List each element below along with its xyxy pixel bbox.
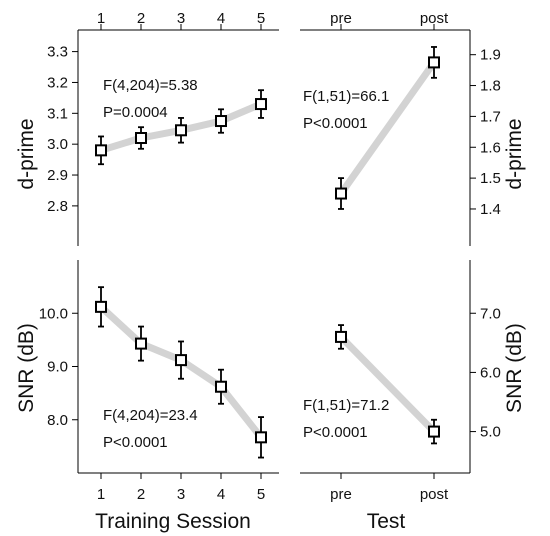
snr-test-x-axis-title: Test — [367, 510, 406, 533]
dprime-session-data-point — [255, 98, 267, 111]
dprime-test-y-tick-label: 1.4 — [480, 201, 501, 218]
dprime-session-x-tick-label: 3 — [177, 10, 185, 27]
snr-session-x-tick-label: 4 — [217, 486, 225, 503]
snr-test-data-point — [335, 330, 347, 343]
dprime-test-data-point — [335, 187, 347, 200]
snr-session-y-tick-label: 9.0 — [47, 359, 68, 376]
snr-session-y-axis-title: SNR (dB) — [15, 323, 38, 413]
snr-test-y-tick-label: 7.0 — [480, 305, 501, 322]
snr-test-y-tick-label: 6.0 — [480, 364, 501, 381]
snr-session-y-tick-label: 10.0 — [39, 305, 68, 322]
snr-session-stat-line-1: F(4,204)=23.4 — [103, 407, 198, 424]
dprime-test-stat-line-1: F(1,51)=66.1 — [303, 88, 389, 105]
snr-test-y-axis-title: SNR (dB) — [503, 323, 526, 413]
snr-session-x-tick-label: 3 — [177, 486, 185, 503]
dprime-session-stat-line-1: F(4,204)=5.38 — [103, 77, 198, 94]
snr-session-data-point — [135, 337, 147, 350]
dprime-session-x-tick-label: 5 — [257, 10, 265, 27]
snr-test-x-tick-label: post — [420, 486, 449, 503]
dprime-test-y-tick-label: 1.5 — [480, 170, 501, 187]
dprime-session-y-tick-label: 3.0 — [47, 136, 68, 153]
dprime-test-stat-line-2: P<0.0001 — [303, 115, 368, 132]
snr-session-data-point — [175, 354, 187, 367]
dprime-test-y-tick-label: 1.7 — [480, 108, 501, 125]
dprime-test-x-tick-label: pre — [330, 10, 352, 27]
snr-session-stat-line-2: P<0.0001 — [103, 434, 168, 451]
snr-session-x-axis-title: Training Session — [95, 510, 251, 533]
snr-session-y-tick-label: 8.0 — [47, 412, 68, 429]
snr-test-x-tick-label: pre — [330, 486, 352, 503]
dprime-session-data-point — [175, 124, 187, 137]
dprime-test-data-point — [428, 56, 440, 69]
dprime-session-y-tick-label: 3.1 — [47, 105, 68, 122]
dprime-session-y-tick-label: 3.2 — [47, 74, 68, 91]
snr-test-stat-line-1: F(1,51)=71.2 — [303, 397, 389, 414]
snr-session-x-tick-label: 1 — [97, 486, 105, 503]
dprime-test-x-tick-label: post — [420, 10, 449, 27]
snr-session-data-point — [95, 300, 107, 313]
dprime-test-y-tick-label: 1.6 — [480, 139, 501, 156]
dprime-test-y-axis-title: d-prime — [503, 118, 526, 189]
snr-session-x-tick-label: 5 — [257, 486, 265, 503]
dprime-session-y-tick-label: 2.9 — [47, 167, 68, 184]
snr-test-trend-line — [337, 333, 438, 436]
snr-session-data-point — [255, 431, 267, 444]
snr-session-data-point — [215, 380, 227, 393]
dprime-session-x-tick-label: 2 — [137, 10, 145, 27]
dprime-test-trend-line — [337, 58, 438, 198]
snr-test-stat-line-2: P<0.0001 — [303, 424, 368, 441]
dprime-test-y-tick-label: 1.9 — [480, 47, 501, 64]
dprime-session-y-tick-label: 3.3 — [47, 44, 68, 61]
dprime-session-data-point — [135, 132, 147, 144]
dprime-session-stat-line-2: P=0.0004 — [103, 104, 168, 121]
snr-test-data-point — [428, 425, 440, 438]
snr-test-y-tick-label: 5.0 — [480, 424, 501, 441]
dprime-session-data-point — [215, 115, 227, 128]
dprime-session-y-tick-label: 2.8 — [47, 198, 68, 215]
snr-session-x-tick-label: 2 — [137, 486, 145, 503]
dprime-session-x-tick-label: 1 — [97, 10, 105, 27]
dprime-session-x-tick-label: 4 — [217, 10, 225, 27]
dprime-session-y-axis-title: d-prime — [15, 118, 38, 189]
dprime-session-data-point — [95, 144, 107, 157]
dprime-test-y-tick-label: 1.8 — [480, 78, 501, 95]
